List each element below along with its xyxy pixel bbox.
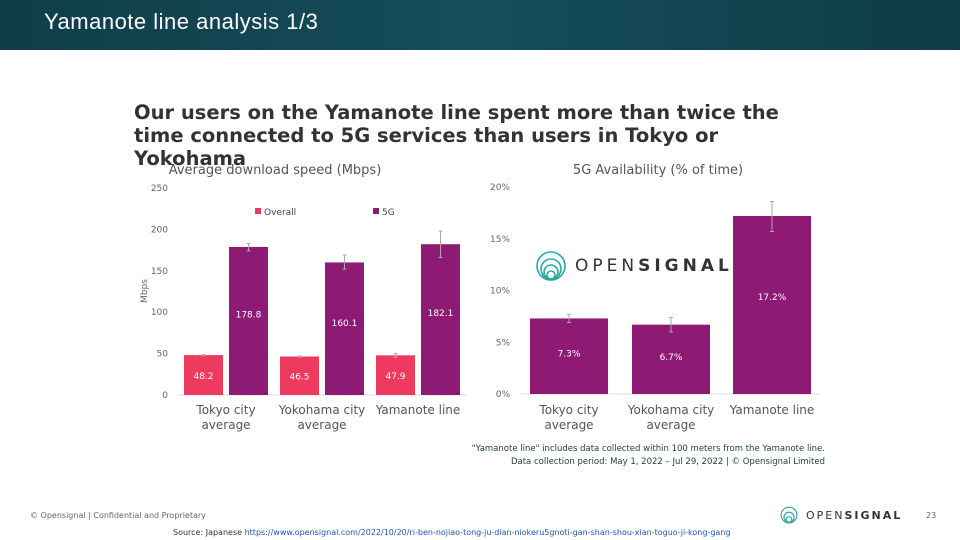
headline: Our users on the Yamanote line spent mor… [134, 101, 779, 170]
data-label: 182.1 [428, 309, 454, 319]
footer-logo-icon [780, 506, 798, 524]
data-label: 160.1 [332, 319, 358, 329]
bar [733, 215, 811, 394]
legend-swatch [373, 208, 379, 214]
y-tick-label: 50 [157, 350, 169, 360]
bar [421, 244, 460, 395]
y-tick-label: 150 [151, 267, 168, 277]
footer-logo-bold: SIGNAL [844, 508, 903, 522]
x-tick-label: average [297, 418, 346, 432]
footer-logo-light: OPEN [806, 508, 845, 522]
opensignal-logo: OPENSIGNAL [535, 250, 733, 282]
source-line: Source: Japanese https://www.opensignal.… [173, 528, 730, 537]
note-line2: Data collection period: May 1, 2022 – Ju… [510, 457, 825, 467]
logo-bold: SIGNAL [638, 256, 733, 276]
data-label: 17.2% [758, 293, 787, 303]
y-tick-label: 15% [490, 235, 510, 245]
x-tick-label: Tokyo city [538, 403, 598, 417]
bar [184, 355, 223, 395]
chart-title: 5G Availability (% of time) [573, 163, 743, 178]
legend-swatch [255, 208, 261, 214]
data-label: 47.9 [385, 372, 405, 382]
opensignal-logo-icon [536, 251, 566, 281]
data-label: 48.2 [193, 372, 213, 382]
logo-light: OPEN [575, 256, 639, 276]
bar [229, 246, 268, 395]
data-label: 178.8 [236, 311, 262, 321]
y-tick-label: 250 [151, 184, 168, 194]
x-tick-label: Yamanote line [375, 403, 461, 417]
x-tick-label: average [201, 418, 250, 432]
x-tick-label: average [646, 418, 695, 432]
x-tick-label: Yokohama city [627, 403, 715, 417]
data-label: 6.7% [660, 353, 683, 363]
chart-title: Average download speed (Mbps) [169, 163, 382, 178]
y-axis-label: Mbps [140, 279, 150, 303]
bar [530, 318, 608, 394]
x-tick-label: Tokyo city [195, 403, 255, 417]
y-tick-label: 20% [490, 183, 510, 193]
x-tick-label: average [544, 418, 593, 432]
y-tick-label: 10% [490, 287, 510, 297]
bar [325, 262, 364, 395]
y-tick-label: 0% [496, 390, 511, 400]
source-prefix: Source: Japanese [173, 528, 245, 537]
footer-copyright: © Opensignal | Confidential and Propriet… [30, 511, 206, 520]
legend-label: 5G [382, 208, 395, 218]
x-tick-label: Yokohama city [278, 403, 366, 417]
y-tick-label: 200 [151, 225, 168, 235]
bar [376, 355, 415, 395]
y-tick-label: 0 [162, 391, 168, 401]
chart-note: "Yamanote line" includes data collected … [472, 443, 825, 469]
note-line1: "Yamanote line" includes data collected … [471, 444, 825, 454]
y-tick-label: 5% [496, 338, 511, 348]
slide-title: Yamanote line analysis 1/3 [44, 9, 319, 34]
data-label: 7.3% [558, 349, 581, 359]
x-tick-label: Yamanote line [729, 403, 815, 417]
source-link[interactable]: https://www.opensignal.com/2022/10/20/ri… [244, 528, 731, 537]
footer-logo: OPENSIGNAL [780, 506, 902, 524]
legend-label: Overall [264, 208, 296, 218]
bar [280, 356, 319, 395]
bar [632, 324, 710, 394]
page-number: 23 [926, 511, 937, 520]
header-band: Yamanote line analysis 1/3 [0, 0, 960, 50]
data-label: 46.5 [289, 373, 309, 383]
y-tick-label: 100 [151, 308, 168, 318]
